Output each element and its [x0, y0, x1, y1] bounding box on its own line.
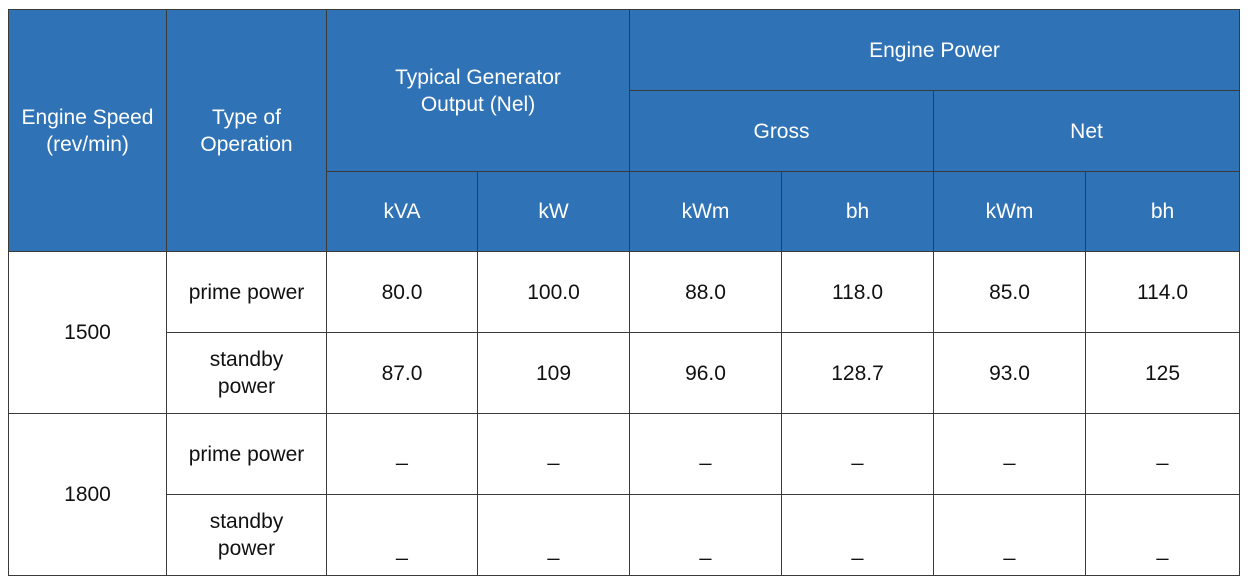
value-cell: _ [326, 413, 478, 495]
engine-speed-cell: 1500 [8, 251, 167, 414]
operation-type-line1: standby [209, 348, 284, 371]
value-cell: 85.0 [933, 251, 1086, 333]
value-cell: _ [933, 413, 1086, 495]
value-cell: 96.0 [629, 332, 782, 414]
header-engine-speed: Engine Speed (rev/min) [8, 9, 167, 252]
unit-gross-bh: bh [781, 171, 934, 252]
header-gross: Gross [629, 90, 934, 172]
value-cell: 100.0 [477, 251, 630, 333]
unit-kw: kW [477, 171, 630, 252]
header-type-of-operation: Type of Operation [166, 9, 327, 252]
value-cell: 87.0 [326, 332, 478, 414]
value-cell: _ [629, 413, 782, 495]
operation-type-cell: standby power [166, 332, 327, 414]
header-typical-output: Typical Generator Output (Nel) [326, 9, 630, 172]
value-cell: _ [1085, 413, 1240, 495]
operation-type-line2: power [217, 375, 276, 398]
header-row-1: Engine Speed (rev/min) Type of Operation… [8, 9, 1240, 252]
value-cell: 93.0 [933, 332, 1086, 414]
value-cell: _ [477, 494, 630, 576]
value-cell: _ [629, 494, 782, 576]
operation-type-line2: power [217, 537, 276, 560]
value-cell: 125 [1085, 332, 1240, 414]
value-cell: 114.0 [1085, 251, 1240, 333]
table-row: 1500 prime power 80.0 100.0 88.0 118.0 8… [8, 251, 1240, 414]
operation-type-cell: prime power [166, 251, 327, 333]
unit-net-kwm: kWm [933, 171, 1086, 252]
operation-type-cell: prime power [166, 413, 327, 495]
value-cell: _ [326, 494, 478, 576]
header-type-line2: Operation [200, 132, 293, 156]
value-cell: 128.7 [781, 332, 934, 414]
table-row: standby power 87.0 109 96.0 128.7 93.0 1… [9, 332, 1240, 414]
unit-net-bh: bh [1085, 171, 1240, 252]
value-cell: 118.0 [781, 251, 934, 333]
header-row-3: kVA kW kWm bh kWm bh [9, 171, 1240, 252]
operation-type-line1: standby [209, 510, 284, 533]
table-row: standby power _ _ _ _ _ _ [9, 494, 1240, 576]
unit-kva: kVA [326, 171, 478, 252]
value-cell: _ [933, 494, 1086, 576]
value-cell: _ [1085, 494, 1240, 576]
value-cell: 88.0 [629, 251, 782, 333]
value-cell: 80.0 [326, 251, 478, 333]
header-engine-speed-line1: Engine Speed [21, 105, 154, 129]
engine-power-table: Engine Speed (rev/min) Type of Operation… [8, 9, 1240, 576]
header-net: Net [933, 90, 1240, 172]
value-cell: _ [477, 413, 630, 495]
header-typical-output-line2: Output (Nel) [420, 92, 536, 116]
operation-type-cell: standby power [166, 494, 327, 576]
header-engine-speed-line2: (rev/min) [46, 132, 129, 156]
table-row: 1800 prime power _ _ _ _ _ _ [8, 413, 1240, 576]
header-type-line1: Type of [212, 105, 281, 129]
engine-speed-cell: 1800 [8, 413, 167, 576]
header-typical-output-line1: Typical Generator [395, 65, 561, 89]
value-cell: 109 [477, 332, 630, 414]
header-row-2: Gross Net [9, 90, 1240, 172]
value-cell: _ [781, 494, 934, 576]
header-engine-power: Engine Power [629, 9, 1240, 91]
unit-gross-kwm: kWm [629, 171, 782, 252]
value-cell: _ [781, 413, 934, 495]
